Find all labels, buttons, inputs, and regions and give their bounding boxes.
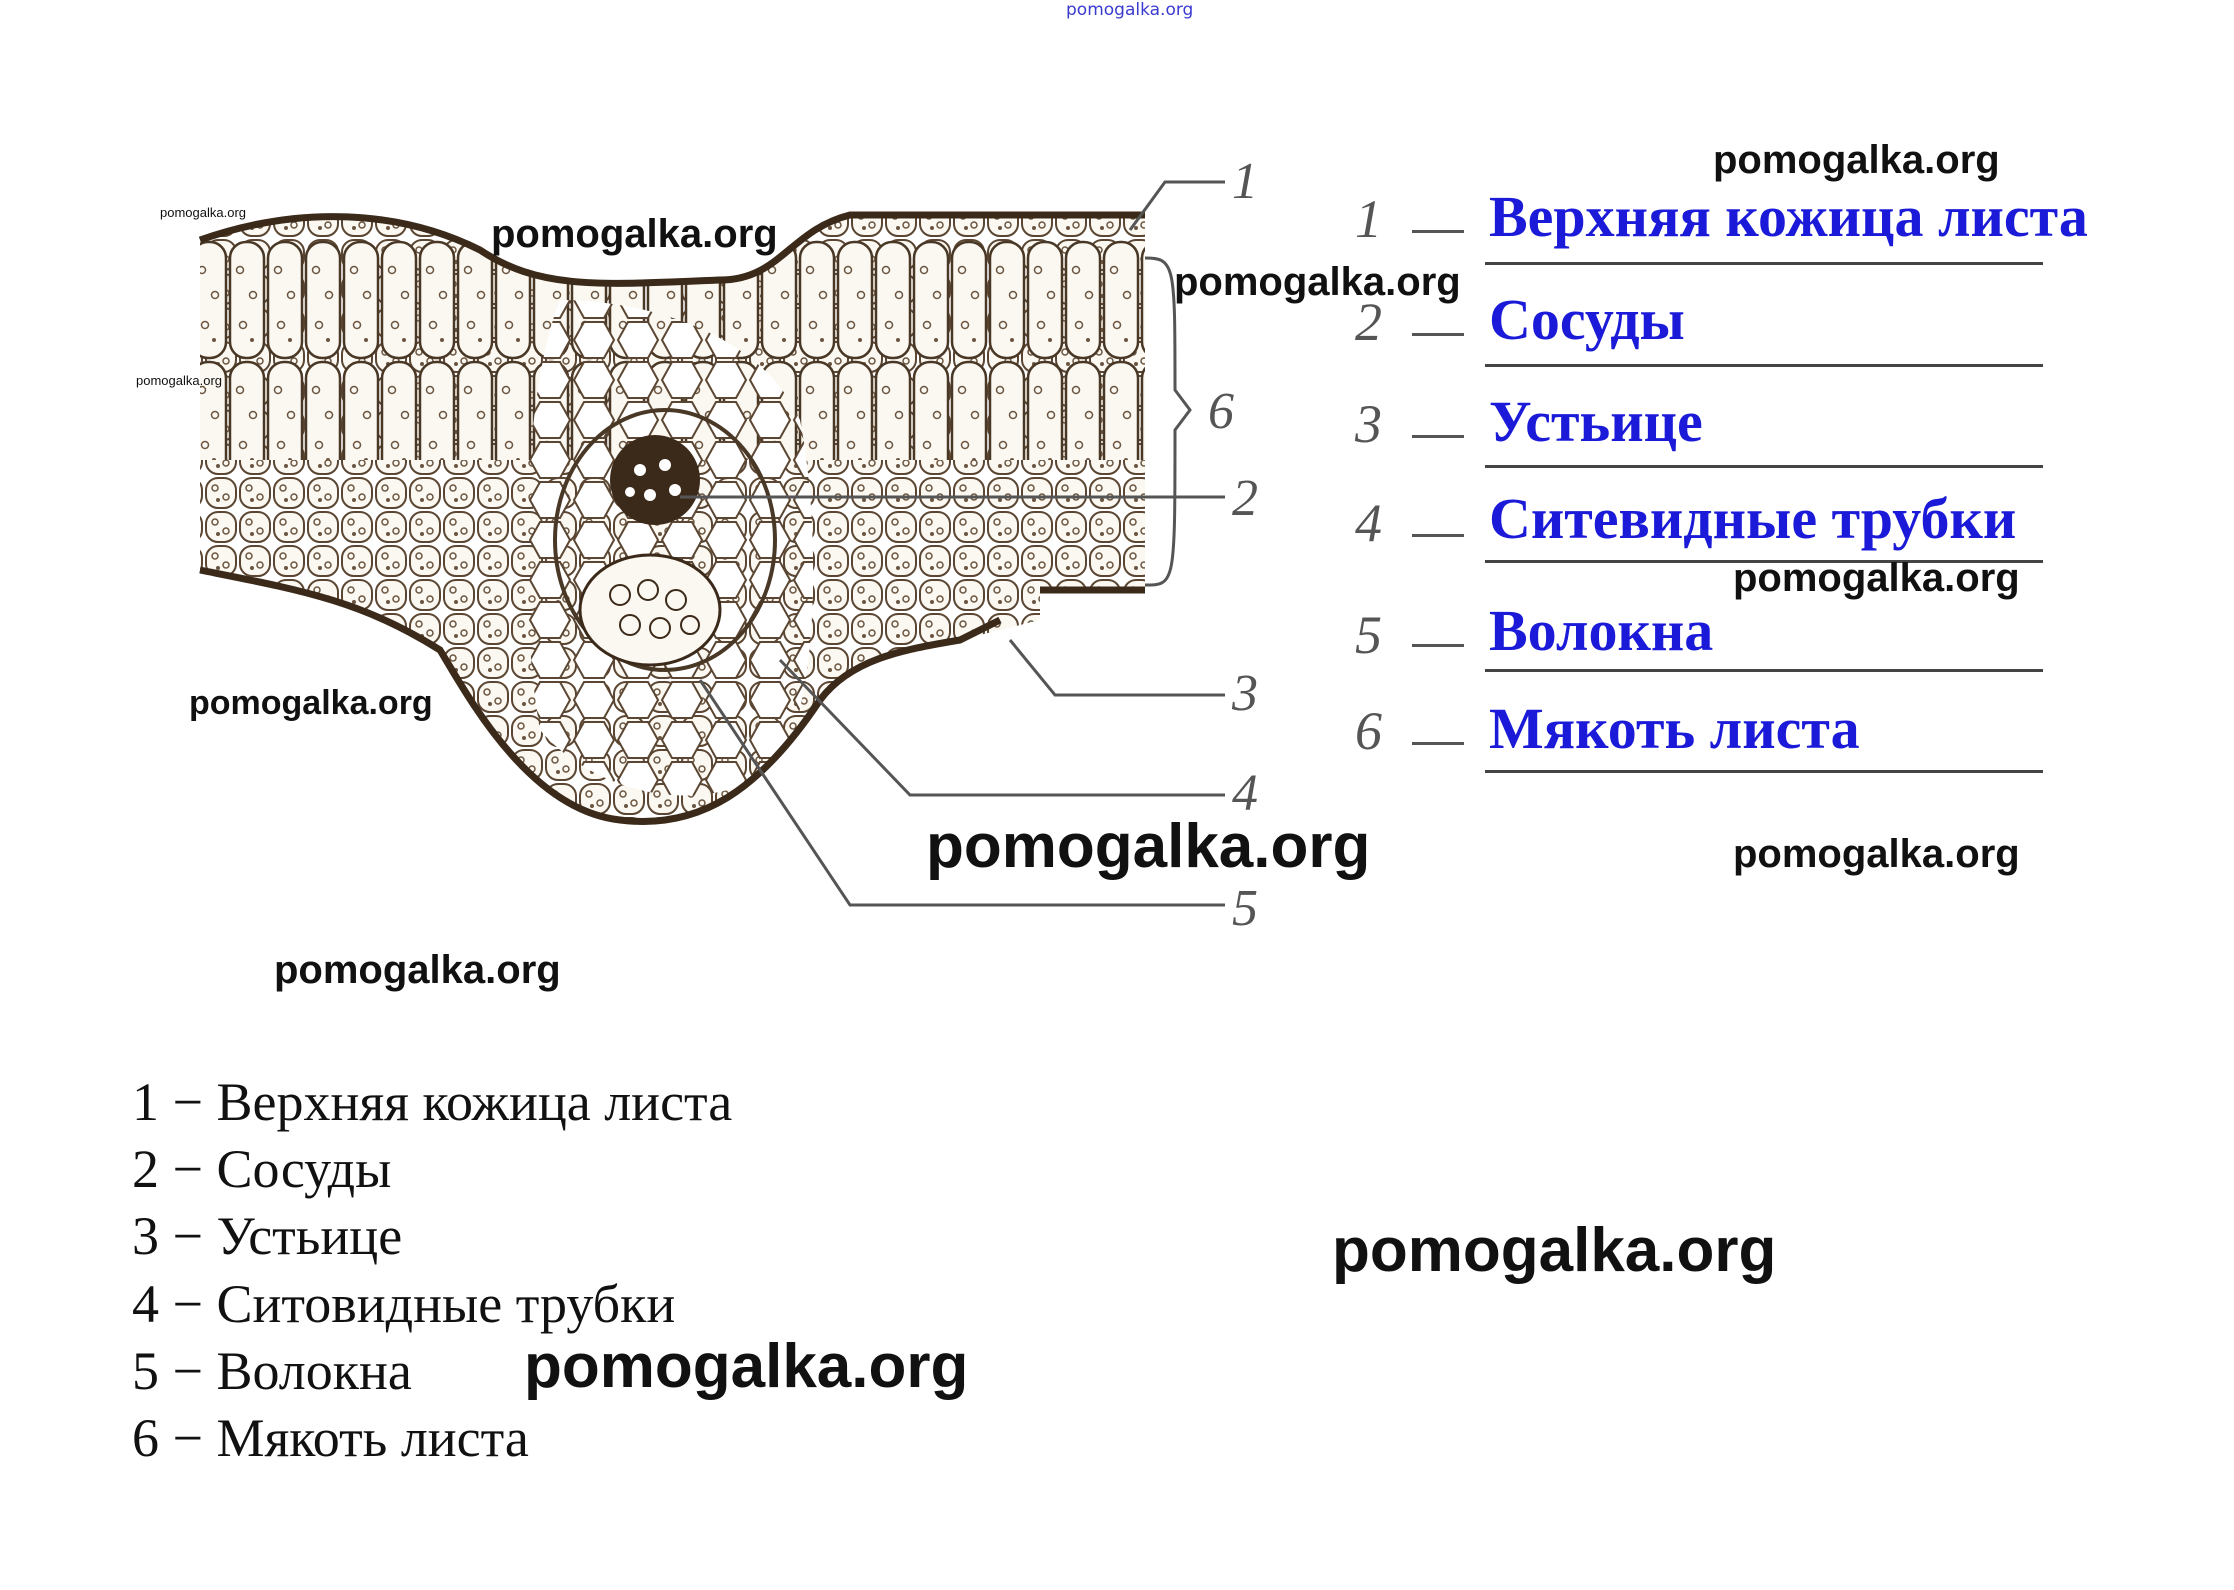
answer-list-item: 5 − Волокна <box>132 1341 412 1401</box>
row-label: Волокна <box>1489 598 1714 663</box>
answer-list-item: 2 − Сосуды <box>132 1139 392 1199</box>
underline <box>1485 465 2043 468</box>
dash <box>1412 435 1464 438</box>
row-number: 3 <box>1355 394 1382 454</box>
dash <box>1412 534 1464 537</box>
leaf-tissue <box>200 215 1145 822</box>
row-number: 4 <box>1355 493 1382 553</box>
midrib-parenchyma <box>526 300 814 796</box>
answer-list-item: 6 − Мякоть листа <box>132 1408 529 1468</box>
underline <box>1485 262 2043 265</box>
answer-list-item: 3 − Устьице <box>132 1206 403 1266</box>
watermark: pomogalka.org <box>1733 556 2020 600</box>
callout-lines <box>680 180 1225 907</box>
dash <box>1412 644 1464 647</box>
dash <box>1412 742 1464 745</box>
xylem-vessels <box>610 435 700 525</box>
answer-list-item: 4 − Ситовидные трубки <box>132 1274 676 1334</box>
header-watermark: pomogalka.org <box>1066 0 1194 20</box>
dash <box>1412 230 1464 233</box>
underline <box>1485 770 2043 773</box>
watermark: pomogalka.org <box>189 684 433 722</box>
leaf-cross-section-diagram: 1 6 2 3 4 5 <box>198 153 1258 937</box>
watermark: pomogalka.org <box>1332 1216 1777 1285</box>
phloem <box>578 553 722 667</box>
row-label: Сосуды <box>1489 287 1685 352</box>
callout-5: 5 <box>1232 880 1258 937</box>
watermark: pomogalka.org <box>926 812 1371 881</box>
row-number: 5 <box>1355 605 1382 665</box>
callout-4: 4 <box>1232 765 1258 822</box>
answer-list-item: 1 − Верхняя кожица листа <box>132 1072 733 1132</box>
watermark: pomogalka.org <box>160 205 246 220</box>
underline <box>1485 364 2043 367</box>
callout-1: 1 <box>1232 153 1258 210</box>
row-label: Мякоть листа <box>1489 696 1860 761</box>
callout-6: 6 <box>1208 383 1234 440</box>
row-number: 1 <box>1355 189 1382 249</box>
leaf-epidermis-outline <box>198 211 1145 825</box>
watermark: pomogalka.org <box>1174 260 1461 304</box>
watermark: pomogalka.org <box>136 373 222 388</box>
watermark: pomogalka.org <box>524 1332 969 1401</box>
row-label: Ситевидные трубки <box>1489 486 2017 551</box>
row-label: Устьице <box>1489 389 1703 454</box>
underline <box>1485 560 2043 563</box>
callout-3: 3 <box>1231 665 1258 722</box>
callout-2: 2 <box>1232 470 1258 527</box>
row-label: Верхняя кожица листа <box>1489 184 2088 249</box>
dash <box>1412 333 1464 336</box>
underline <box>1485 669 2043 672</box>
watermark: pomogalka.org <box>1733 832 2020 876</box>
watermark: pomogalka.org <box>491 212 778 256</box>
watermark: pomogalka.org <box>1713 138 2000 182</box>
row-number: 2 <box>1355 292 1382 352</box>
row-number: 6 <box>1355 701 1382 761</box>
watermark: pomogalka.org <box>274 948 561 992</box>
